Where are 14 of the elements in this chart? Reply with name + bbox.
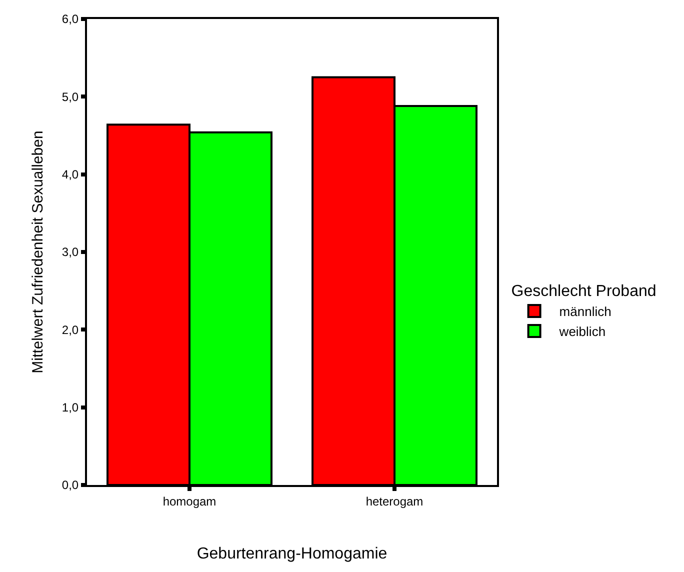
x-tick-label: heterogam — [366, 494, 424, 508]
y-tick-label: 1,0 — [62, 400, 79, 415]
x-tick-label: homogam — [162, 494, 216, 508]
y-tick-label: 2,0 — [62, 322, 79, 337]
legend-label: männlich — [559, 304, 612, 320]
y-tick-label: 6,0 — [62, 12, 79, 26]
y-axis-title: Mittelwert Zufriedenheit Sexualleben — [30, 130, 47, 374]
y-tick-label: 5,0 — [62, 90, 79, 104]
legend-label: weiblich — [558, 324, 606, 340]
x-axis-title: Geburtenrang-Homogamie — [196, 546, 388, 563]
y-tick-label: 3,0 — [62, 245, 79, 260]
y-tick-label: 4,0 — [62, 168, 79, 182]
y-tick-label: 0,0 — [62, 478, 79, 492]
legend-title: Geschlecht Proband — [511, 283, 656, 300]
